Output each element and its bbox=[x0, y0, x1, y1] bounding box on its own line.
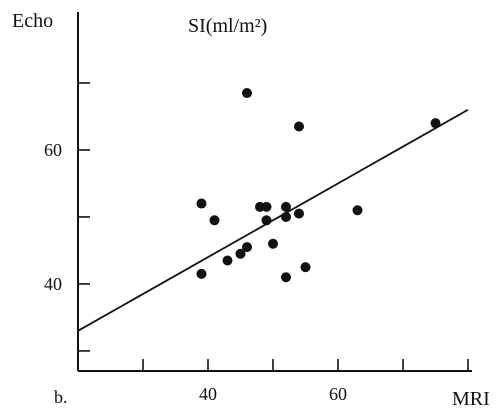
data-point bbox=[352, 205, 363, 216]
x-tick-label: 40 bbox=[199, 384, 217, 404]
data-point bbox=[209, 215, 220, 226]
data-point bbox=[196, 268, 207, 279]
panel-label: b. bbox=[54, 387, 68, 407]
data-points-group bbox=[196, 88, 441, 283]
data-point bbox=[261, 201, 272, 212]
data-point bbox=[235, 248, 246, 259]
ticks-group: 40 60 40 60 bbox=[44, 82, 469, 404]
y-tick-label: 40 bbox=[44, 274, 62, 294]
y-tick-label: 60 bbox=[44, 140, 62, 160]
data-point bbox=[300, 262, 311, 273]
chart-title: SI(ml/m²) bbox=[188, 15, 267, 37]
data-point bbox=[268, 238, 278, 249]
data-point bbox=[430, 118, 441, 129]
data-point bbox=[294, 208, 304, 219]
data-point bbox=[242, 242, 252, 253]
data-point bbox=[222, 255, 233, 266]
data-point bbox=[281, 201, 291, 212]
fit-line-group bbox=[77, 108, 469, 332]
data-point bbox=[242, 88, 252, 99]
regression-line bbox=[77, 108, 469, 332]
data-point bbox=[261, 215, 272, 226]
data-point bbox=[281, 211, 291, 222]
x-axis-label: MRI bbox=[452, 388, 490, 410]
data-point bbox=[281, 272, 291, 283]
y-axis-label: Echo bbox=[12, 10, 53, 32]
data-point bbox=[294, 121, 304, 132]
x-tick-label: 60 bbox=[329, 384, 347, 404]
data-point bbox=[196, 198, 207, 209]
